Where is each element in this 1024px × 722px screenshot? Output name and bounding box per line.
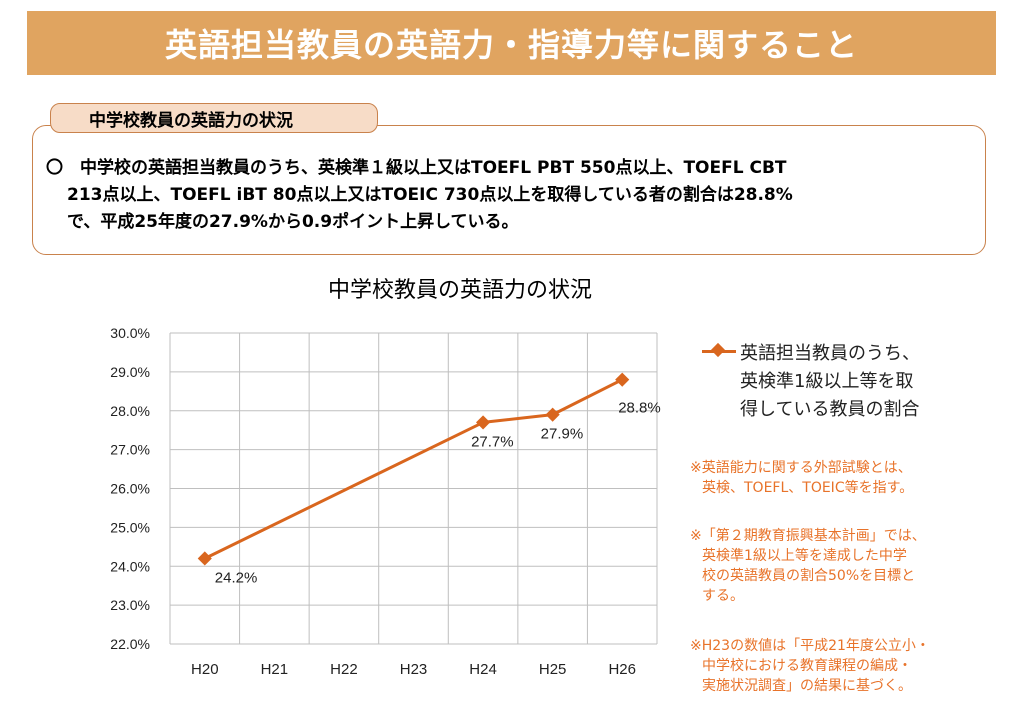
note-line: する。 <box>702 588 744 604</box>
note-line: ※「第２期教育振興基本計画」では、 <box>690 528 926 544</box>
y-tick-label: 29.0% <box>110 364 150 380</box>
data-label: 24.2% <box>215 569 258 586</box>
note-line: 英検、TOEFL、TOEIC等を指す。 <box>702 480 914 496</box>
y-tick-label: 22.0% <box>110 636 150 652</box>
data-point-marker <box>615 372 630 387</box>
y-tick-label: 25.0% <box>110 519 150 535</box>
legend-label-line: 英検準1級以上等を取 <box>740 371 914 392</box>
x-tick-label: H22 <box>330 661 358 678</box>
series-line <box>204 378 623 560</box>
x-tick-label: H21 <box>261 661 289 678</box>
data-point-marker <box>476 415 491 430</box>
summary-line: 〇 中学校の英語担当教員のうち、英検準１級以上又はTOEFL PBT 550点以… <box>46 158 787 178</box>
x-tick-label: H23 <box>400 661 428 678</box>
note-line: 英検準1級以上等を達成した中学 <box>702 548 907 564</box>
note-external-tests: ※英語能力に関する外部試験とは、 英検、TOEFL、TOEIC等を指す。 <box>690 458 995 498</box>
y-tick-label: 28.0% <box>110 403 150 419</box>
data-label: 28.8% <box>618 400 661 417</box>
data-label: 27.9% <box>541 426 584 443</box>
note-basic-plan: ※「第２期教育振興基本計画」では、 英検準1級以上等を達成した中学 校の英語教員… <box>690 526 995 606</box>
x-tick-label: H20 <box>191 661 219 678</box>
chart-title: 中学校教員の英語力の状況 <box>327 278 592 303</box>
summary-line: 213点以上、TOEFL iBT 80点以上又はTOEIC 730点以上を取得し… <box>67 185 793 205</box>
y-tick-label: 26.0% <box>110 481 150 497</box>
note-line: ※英語能力に関する外部試験とは、 <box>690 460 912 476</box>
y-tick-label: 27.0% <box>110 442 150 458</box>
page-header-title: 英語担当教員の英語力・指導力等に関すること <box>164 26 858 64</box>
note-line: ※H23の数値は「平成21年度公立小・ <box>690 638 930 654</box>
summary-line: で、平成25年度の27.9%から0.9ポイント上昇している。 <box>67 212 519 232</box>
x-tick-label: H24 <box>469 661 497 678</box>
legend-label-line: 得している教員の割合 <box>740 399 920 420</box>
y-tick-label: 24.0% <box>110 558 150 574</box>
data-point-marker <box>197 551 212 566</box>
data-point-marker <box>545 407 560 422</box>
summary-text: 〇 中学校の英語担当教員のうち、英検準１級以上又はTOEFL PBT 550点以… <box>46 155 976 236</box>
summary-tab: 中学校教員の英語力の状況 <box>50 103 378 133</box>
note-h23-source: ※H23の数値は「平成21年度公立小・ 中学校における教育課程の編成・ 実施状況… <box>690 636 995 696</box>
note-line: 校の英語教員の割合50%を目標と <box>702 568 916 584</box>
legend-label-line: 英語担当教員のうち、 <box>740 343 920 364</box>
data-label: 27.7% <box>471 433 514 450</box>
summary-box <box>32 125 986 255</box>
note-line: 実施状況調査」の結果に基づく。 <box>702 678 912 694</box>
x-tick-label: H26 <box>608 661 636 678</box>
y-tick-label: 23.0% <box>110 597 150 613</box>
note-line: 中学校における教育課程の編成・ <box>702 658 912 674</box>
legend-label: 英語担当教員のうち、 英検準1級以上等を取 得している教員の割合 <box>740 340 970 424</box>
x-tick-label: H25 <box>539 661 567 678</box>
y-tick-label: 30.0% <box>110 325 150 341</box>
summary-tab-label: 中学校教員の英語力の状況 <box>89 110 293 131</box>
page-header-banner: 英語担当教員の英語力・指導力等に関すること <box>27 11 996 75</box>
